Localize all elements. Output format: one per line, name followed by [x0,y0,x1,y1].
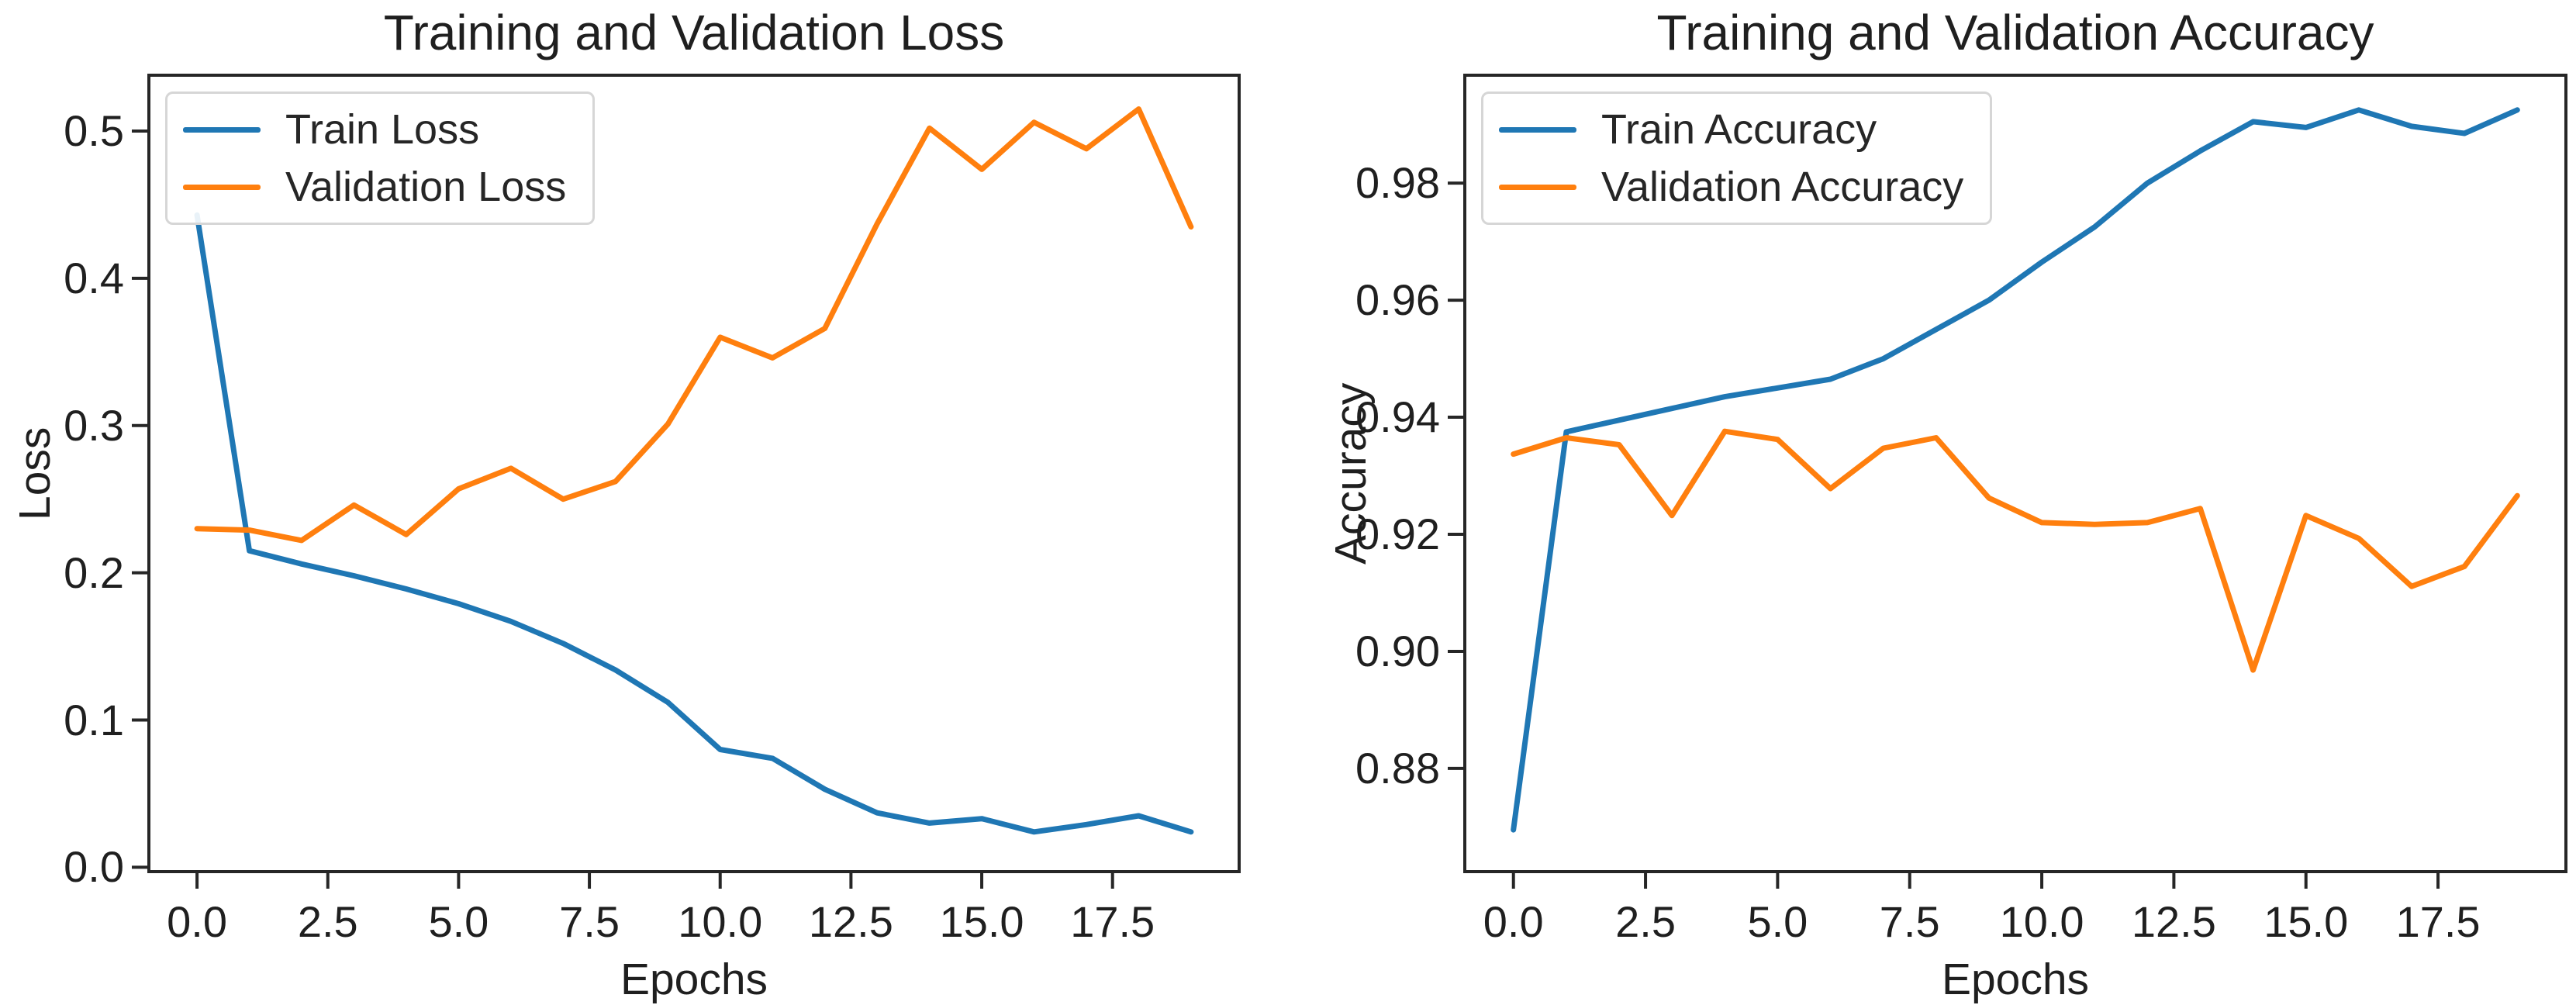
legend-line-swatch [1499,184,1576,190]
x-tick-label: 5.0 [1747,897,1808,946]
legend-label: Validation Accuracy [1601,164,1964,210]
x-tick-label: 0.0 [1483,897,1544,946]
x-tick-label: 15.0 [2263,897,2349,946]
plot-area [1448,74,2567,889]
x-tick-label: 10.0 [678,897,763,946]
x-tick-label: 2.5 [297,897,358,946]
x-tick-label: 17.5 [1070,897,1155,946]
y-tick-label: 0.3 [64,400,124,450]
legend: Train Loss Validation Loss [165,92,596,225]
x-tick-label: 7.5 [1879,897,1940,946]
x-tick-label: 15.0 [939,897,1024,946]
legend-item-validation-loss: Validation Loss [183,164,566,210]
series-line-validation-accuracy [1511,428,2520,673]
y-tick-label: 0.88 [1355,743,1440,793]
y-tick-label: 0.94 [1355,392,1440,442]
y-tick-label: 0.96 [1355,275,1440,325]
legend-item-validation-accuracy: Validation Accuracy [1499,164,1963,210]
x-axis-label: Epochs [620,955,768,1004]
y-tick-label: 0.4 [64,253,124,302]
legend-line-swatch [1499,126,1576,133]
plot-area [132,74,1241,889]
y-tick-label: 0.2 [64,547,124,597]
legend-line-swatch [183,184,261,190]
x-tick-label: 2.5 [1615,897,1676,946]
y-tick-label: 0.0 [64,842,124,892]
series-line-validation-loss [194,106,1194,544]
x-tick-label: 5.0 [428,897,489,946]
series-line-train-loss [194,212,1194,835]
plot-spines [1463,74,2567,873]
series-line-train-accuracy [1511,107,2520,833]
accuracy-chart: Training and Validation Accuracy Accurac… [1326,5,2567,1004]
x-tick-label: 10.0 [1999,897,2084,946]
chart-title: Training and Validation Loss [383,5,1005,60]
x-tick-label: 12.5 [2131,897,2216,946]
x-tick-label: 12.5 [808,897,893,946]
y-axis-label: Loss [10,427,60,520]
y-tick-label: 0.5 [64,106,124,156]
y-tick-label: 0.98 [1355,158,1440,208]
chart-title: Training and Validation Accuracy [1656,5,2374,60]
legend-label: Validation Loss [285,164,567,210]
legend-line-swatch [183,126,261,133]
x-tick-label: 7.5 [559,897,620,946]
x-axis-label: Epochs [1941,955,2090,1004]
loss-chart: Training and Validation Loss Loss Epochs… [10,5,1241,1004]
legend: Train Accuracy Validation Accuracy [1481,92,1993,225]
legend-item-train-loss: Train Loss [183,106,566,153]
x-tick-label: 0.0 [167,897,227,946]
y-tick-label: 0.92 [1355,509,1440,558]
legend-label: Train Accuracy [1601,106,1877,153]
y-tick-label: 0.1 [64,695,124,744]
legend-label: Train Loss [285,106,480,153]
x-tick-label: 17.5 [2395,897,2481,946]
y-tick-label: 0.90 [1355,626,1440,675]
plot-spines [147,74,1241,873]
legend-item-train-accuracy: Train Accuracy [1499,106,1963,153]
